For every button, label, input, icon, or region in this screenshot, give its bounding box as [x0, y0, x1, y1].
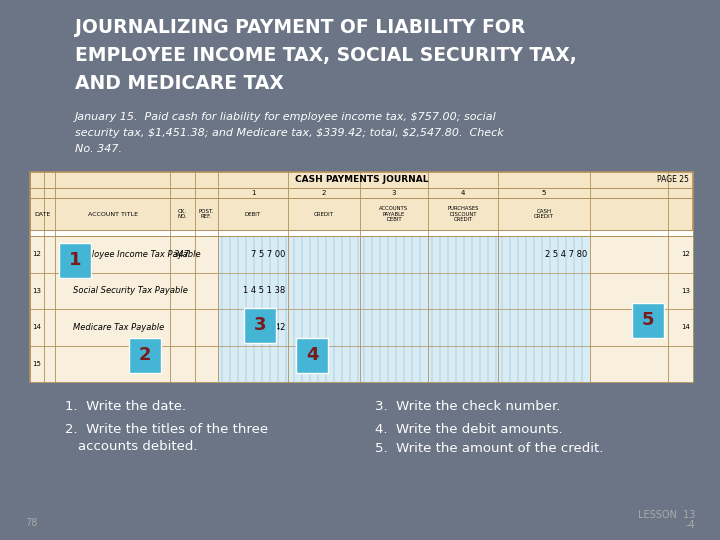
- Text: Medicare Tax Payable: Medicare Tax Payable: [73, 323, 164, 332]
- Bar: [30, 309, 693, 346]
- Text: 2.  Write the titles of the three: 2. Write the titles of the three: [65, 423, 268, 436]
- Bar: [360, 346, 428, 382]
- Text: 15: 15: [32, 361, 42, 367]
- Text: POST.
REF.: POST. REF.: [199, 208, 214, 219]
- Text: Employee Income Tax Payable: Employee Income Tax Payable: [73, 249, 201, 259]
- Text: CASH PAYMENTS JOURNAL: CASH PAYMENTS JOURNAL: [294, 176, 428, 185]
- Text: January 15.  Paid cash for liability for employee income tax, $757.00; social: January 15. Paid cash for liability for …: [75, 112, 497, 122]
- Text: 1: 1: [251, 190, 256, 196]
- Text: 5: 5: [642, 311, 654, 329]
- Bar: [244, 307, 276, 342]
- Bar: [428, 346, 498, 382]
- Text: 13: 13: [681, 288, 690, 294]
- Bar: [360, 230, 428, 382]
- Text: 5: 5: [542, 190, 546, 196]
- Text: PURCHASES
DISCOUNT
CREDIT: PURCHASES DISCOUNT CREDIT: [447, 206, 479, 222]
- Text: 12: 12: [32, 251, 42, 257]
- Bar: [129, 338, 161, 373]
- Text: CREDIT: CREDIT: [314, 212, 334, 217]
- Text: -4: -4: [685, 520, 695, 530]
- Text: Social Security Tax Payable: Social Security Tax Payable: [73, 286, 188, 295]
- Text: ACCOUNTS
PAYABLE
DEBIT: ACCOUNTS PAYABLE DEBIT: [379, 206, 408, 222]
- Bar: [360, 236, 428, 273]
- Text: 1 4 5 1 38: 1 4 5 1 38: [243, 286, 285, 295]
- Text: ACCOUNT TITLE: ACCOUNT TITLE: [88, 212, 138, 217]
- Text: 1.  Write the date.: 1. Write the date.: [65, 400, 186, 413]
- Bar: [59, 242, 91, 278]
- Bar: [218, 236, 360, 273]
- Bar: [30, 172, 693, 382]
- Text: 2: 2: [139, 346, 151, 364]
- Text: 4.  Write the debit amounts.: 4. Write the debit amounts.: [375, 423, 562, 436]
- Bar: [498, 236, 590, 273]
- Text: PAGE 25: PAGE 25: [657, 176, 689, 185]
- Bar: [218, 230, 360, 382]
- Text: CK.
NO.: CK. NO.: [178, 208, 187, 219]
- Text: 12: 12: [681, 251, 690, 257]
- Text: JOURNALIZING PAYMENT OF LIABILITY FOR: JOURNALIZING PAYMENT OF LIABILITY FOR: [75, 18, 526, 37]
- Bar: [30, 273, 693, 309]
- Text: 3: 3: [392, 190, 396, 196]
- Text: 1: 1: [68, 251, 81, 269]
- Text: 14: 14: [32, 324, 42, 330]
- Bar: [296, 338, 328, 373]
- Text: LESSON  13: LESSON 13: [638, 510, 695, 520]
- Bar: [218, 273, 360, 309]
- Text: 5.  Write the amount of the credit.: 5. Write the amount of the credit.: [375, 442, 603, 455]
- Bar: [498, 230, 590, 382]
- Text: 3 3 9 42: 3 3 9 42: [251, 323, 285, 332]
- Text: 78: 78: [25, 518, 37, 528]
- Text: 3.  Write the check number.: 3. Write the check number.: [375, 400, 560, 413]
- Text: 347: 347: [174, 249, 191, 259]
- Text: 15: 15: [59, 249, 70, 259]
- Bar: [30, 346, 693, 382]
- Bar: [428, 236, 498, 273]
- Text: 2 5 4 7 80: 2 5 4 7 80: [545, 249, 587, 259]
- Bar: [360, 309, 428, 346]
- Text: DEBIT: DEBIT: [245, 212, 261, 217]
- Bar: [498, 273, 590, 309]
- Text: AND MEDICARE TAX: AND MEDICARE TAX: [75, 74, 284, 93]
- Bar: [30, 236, 693, 273]
- Bar: [498, 346, 590, 382]
- Bar: [218, 346, 360, 382]
- Bar: [30, 230, 693, 236]
- Text: No. 347.: No. 347.: [75, 144, 122, 154]
- Text: 14: 14: [681, 324, 690, 330]
- Bar: [360, 273, 428, 309]
- Text: 3: 3: [253, 316, 266, 334]
- Bar: [218, 309, 360, 346]
- Text: accounts debited.: accounts debited.: [78, 440, 197, 453]
- Bar: [428, 273, 498, 309]
- Bar: [428, 309, 498, 346]
- Text: 4: 4: [461, 190, 465, 196]
- Bar: [498, 309, 590, 346]
- Text: 7 5 7 00: 7 5 7 00: [251, 249, 285, 259]
- Bar: [428, 230, 498, 382]
- Bar: [632, 302, 664, 338]
- Text: DATE: DATE: [34, 212, 50, 217]
- Text: EMPLOYEE INCOME TAX, SOCIAL SECURITY TAX,: EMPLOYEE INCOME TAX, SOCIAL SECURITY TAX…: [75, 46, 577, 65]
- Text: 2: 2: [322, 190, 326, 196]
- Text: 4: 4: [306, 346, 318, 364]
- Text: security tax, $1,451.38; and Medicare tax, $339.42; total, $2,547.80.  Check: security tax, $1,451.38; and Medicare ta…: [75, 128, 504, 138]
- Text: CASH
CREDIT: CASH CREDIT: [534, 208, 554, 219]
- Text: 13: 13: [32, 288, 42, 294]
